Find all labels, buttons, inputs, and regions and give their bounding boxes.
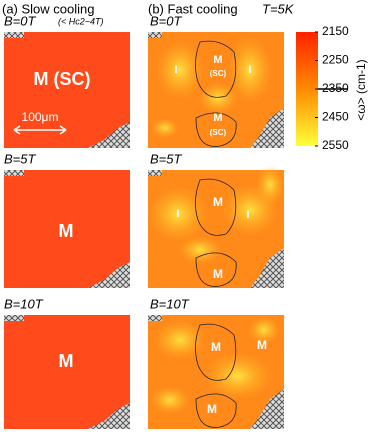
masked-region bbox=[250, 389, 284, 429]
field-label: B=10T bbox=[150, 296, 190, 311]
region-label: M bbox=[59, 221, 74, 241]
colorbar-scale bbox=[296, 32, 318, 146]
field-label: B=0T bbox=[150, 13, 182, 28]
high-region bbox=[150, 386, 190, 414]
masked-region bbox=[88, 262, 130, 288]
region-label: (SC) bbox=[210, 69, 227, 78]
masked-region bbox=[250, 248, 284, 288]
region-label: I bbox=[174, 64, 177, 76]
scale-bar bbox=[13, 125, 67, 135]
contour bbox=[195, 178, 237, 287]
field-label: B=5T bbox=[150, 151, 182, 166]
map-slow bbox=[4, 315, 130, 429]
region-label: M bbox=[213, 112, 222, 124]
tick-label: 2550 bbox=[322, 138, 349, 152]
region-label: (SC) bbox=[210, 128, 227, 137]
high-region bbox=[148, 186, 208, 242]
region-label: M (SC) bbox=[34, 69, 91, 89]
colorbar-label: <ω> (cm-1) bbox=[354, 59, 368, 120]
high-region bbox=[156, 40, 204, 100]
scale-bar-label: 100μm bbox=[22, 110, 59, 124]
column-title: (b) Fast cooling bbox=[148, 1, 238, 16]
region-label: I bbox=[176, 208, 179, 220]
map-slow bbox=[4, 32, 130, 148]
masked-region bbox=[88, 403, 130, 429]
masked-region bbox=[148, 170, 162, 176]
tick-label: 2350 bbox=[322, 81, 349, 95]
masked-region bbox=[4, 315, 24, 321]
tick-label: 2450 bbox=[322, 110, 349, 124]
region-label: M bbox=[59, 351, 74, 371]
contour bbox=[195, 40, 237, 147]
high-region bbox=[178, 236, 222, 264]
region-label: M bbox=[211, 340, 221, 354]
field-label: B=5T bbox=[4, 151, 36, 166]
masked-region bbox=[4, 170, 24, 176]
high-region bbox=[154, 320, 206, 360]
region-label: M bbox=[257, 338, 267, 352]
column-title: (a) Slow cooling bbox=[2, 1, 95, 16]
tick-label: 2150 bbox=[322, 24, 349, 38]
high-region bbox=[248, 316, 280, 344]
high-region bbox=[256, 165, 284, 205]
field-label: B=0T bbox=[4, 13, 36, 28]
masked-region bbox=[4, 32, 24, 38]
map-slow bbox=[4, 170, 130, 288]
colorbar: 2150 2250 2350 2450 2550 <ω> (cm-1) bbox=[296, 24, 368, 152]
condition: T=5K bbox=[262, 1, 295, 16]
high-region bbox=[204, 352, 272, 400]
region-label: M bbox=[213, 54, 222, 66]
masked-region bbox=[88, 122, 130, 148]
region-label: M bbox=[213, 267, 223, 281]
high-region bbox=[198, 82, 238, 114]
region-label: I bbox=[246, 209, 249, 221]
tick-label: 2250 bbox=[322, 53, 349, 67]
note: (< Hc2~4T) bbox=[58, 16, 104, 26]
region-label: M bbox=[207, 402, 217, 416]
high-region bbox=[151, 118, 179, 138]
region-label: M bbox=[213, 195, 223, 209]
field-label: B=10T bbox=[4, 296, 44, 311]
contour bbox=[195, 323, 237, 428]
masked-region bbox=[148, 32, 162, 38]
masked-region bbox=[148, 315, 162, 321]
region-label: I bbox=[248, 64, 251, 76]
masked-region bbox=[250, 108, 284, 148]
high-region bbox=[228, 36, 272, 104]
panels: B=0T B=0T M (SC) I M (SC) I M (SC) B=5T B=5T M I M I M B… bbox=[4, 13, 284, 429]
